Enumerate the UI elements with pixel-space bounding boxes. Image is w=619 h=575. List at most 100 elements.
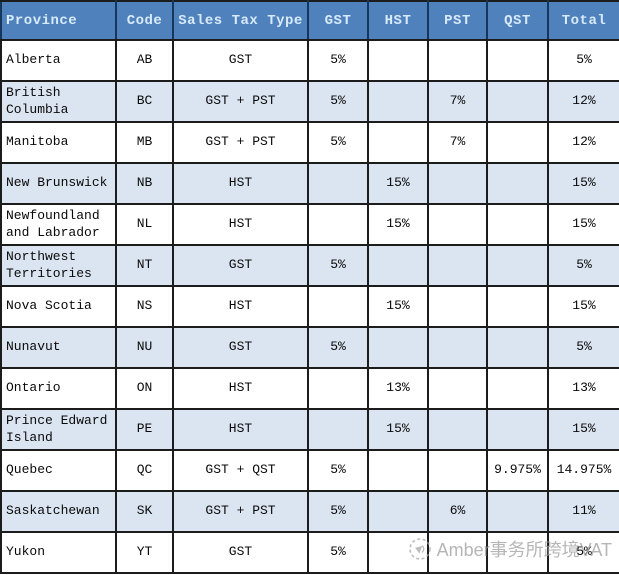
table-cell: AB (115, 39, 174, 82)
table-cell (486, 326, 549, 369)
table-cell (307, 367, 369, 410)
table-cell (427, 326, 488, 369)
column-header-hst: HST (367, 0, 429, 41)
column-header-gst: GST (307, 0, 369, 41)
table-row: Nunavut NU GST 5% 5% (0, 326, 619, 369)
province-cell: Alberta (0, 39, 117, 82)
table-row: Nova Scotia NS HST 15% 15% (0, 285, 619, 328)
province-cell: Ontario (0, 367, 117, 410)
table-cell: 7% (427, 80, 488, 123)
table-cell: GST (172, 531, 309, 574)
table-cell: NS (115, 285, 174, 328)
table-cell (307, 408, 369, 451)
table-cell: 5% (547, 326, 619, 369)
table-cell (367, 490, 429, 533)
table-cell: 15% (367, 408, 429, 451)
column-header-qst: QST (486, 0, 549, 41)
table-cell: 15% (367, 203, 429, 246)
table-cell: 7% (427, 121, 488, 164)
table-cell (367, 39, 429, 82)
table-cell (427, 39, 488, 82)
table-row: Prince Edward Island PE HST 15% 15% (0, 408, 619, 451)
province-cell: Nunavut (0, 326, 117, 369)
table-cell: QC (115, 449, 174, 492)
table-row: Yukon YT GST 5% 5% (0, 531, 619, 574)
table-cell: 15% (367, 162, 429, 205)
table-cell: GST + PST (172, 80, 309, 123)
table-cell: 15% (547, 408, 619, 451)
table-cell (427, 531, 488, 574)
table-cell: YT (115, 531, 174, 574)
province-cell: Manitoba (0, 121, 117, 164)
table-cell (486, 244, 549, 287)
table-cell: 15% (547, 162, 619, 205)
table-cell: HST (172, 285, 309, 328)
table-cell: 5% (307, 490, 369, 533)
table-cell (486, 80, 549, 123)
table-cell: GST + PST (172, 121, 309, 164)
province-cell: Saskatchewan (0, 490, 117, 533)
table-cell: 5% (307, 244, 369, 287)
table-cell (486, 285, 549, 328)
table-cell: HST (172, 203, 309, 246)
column-header-sales-tax-type: Sales Tax Type (172, 0, 309, 41)
table-cell (427, 162, 488, 205)
table-cell (486, 531, 549, 574)
header-row: Province Code Sales Tax Type GST HST PST QST To… (0, 0, 619, 41)
table-cell (367, 531, 429, 574)
table-cell: 15% (367, 285, 429, 328)
table-row: Northwest Territories NT GST 5% 5% (0, 244, 619, 287)
table-cell: 5% (307, 531, 369, 574)
table-row: New Brunswick NB HST 15% 15% (0, 162, 619, 205)
table-cell: 14.975% (547, 449, 619, 492)
table-cell: 5% (307, 80, 369, 123)
table-cell (367, 449, 429, 492)
table-row: Alberta AB GST 5% 5% (0, 39, 619, 82)
table-cell (486, 490, 549, 533)
table-cell (427, 408, 488, 451)
table-row: Newfoundland and Labrador NL HST 15% 15% (0, 203, 619, 246)
table-row: Manitoba MB GST + PST 5% 7% 12% (0, 121, 619, 164)
table-cell (486, 121, 549, 164)
table-cell: 5% (547, 39, 619, 82)
table-cell: NB (115, 162, 174, 205)
table-cell (486, 162, 549, 205)
table-cell: 5% (307, 326, 369, 369)
table-cell: PE (115, 408, 174, 451)
table-cell: HST (172, 408, 309, 451)
province-cell: Northwest Territories (0, 244, 117, 287)
table-cell: 12% (547, 121, 619, 164)
province-cell: Prince Edward Island (0, 408, 117, 451)
table-cell: GST + QST (172, 449, 309, 492)
table-cell: 5% (547, 244, 619, 287)
table-cell (367, 326, 429, 369)
table-cell (486, 408, 549, 451)
table-row: British Columbia BC GST + PST 5% 7% 12% (0, 80, 619, 123)
table-cell: 11% (547, 490, 619, 533)
province-cell: Newfoundland and Labrador (0, 203, 117, 246)
table-cell (367, 80, 429, 123)
column-header-total: Total (547, 0, 619, 41)
table-cell (367, 244, 429, 287)
table-cell (307, 285, 369, 328)
table-cell (427, 449, 488, 492)
province-cell: Nova Scotia (0, 285, 117, 328)
table-cell: GST (172, 326, 309, 369)
table-cell: NU (115, 326, 174, 369)
column-header-code: Code (115, 0, 174, 41)
province-cell: Quebec (0, 449, 117, 492)
table-cell: NT (115, 244, 174, 287)
table-cell: MB (115, 121, 174, 164)
table-cell: BC (115, 80, 174, 123)
table-cell (307, 203, 369, 246)
table-cell: HST (172, 162, 309, 205)
table-cell (427, 367, 488, 410)
table-cell (367, 121, 429, 164)
table-row: Saskatchewan SK GST + PST 5% 6% 11% (0, 490, 619, 533)
table-row: Quebec QC GST + QST 5% 9.975% 14.975% (0, 449, 619, 492)
table-cell: NL (115, 203, 174, 246)
table-cell: 5% (307, 449, 369, 492)
table-cell (486, 367, 549, 410)
